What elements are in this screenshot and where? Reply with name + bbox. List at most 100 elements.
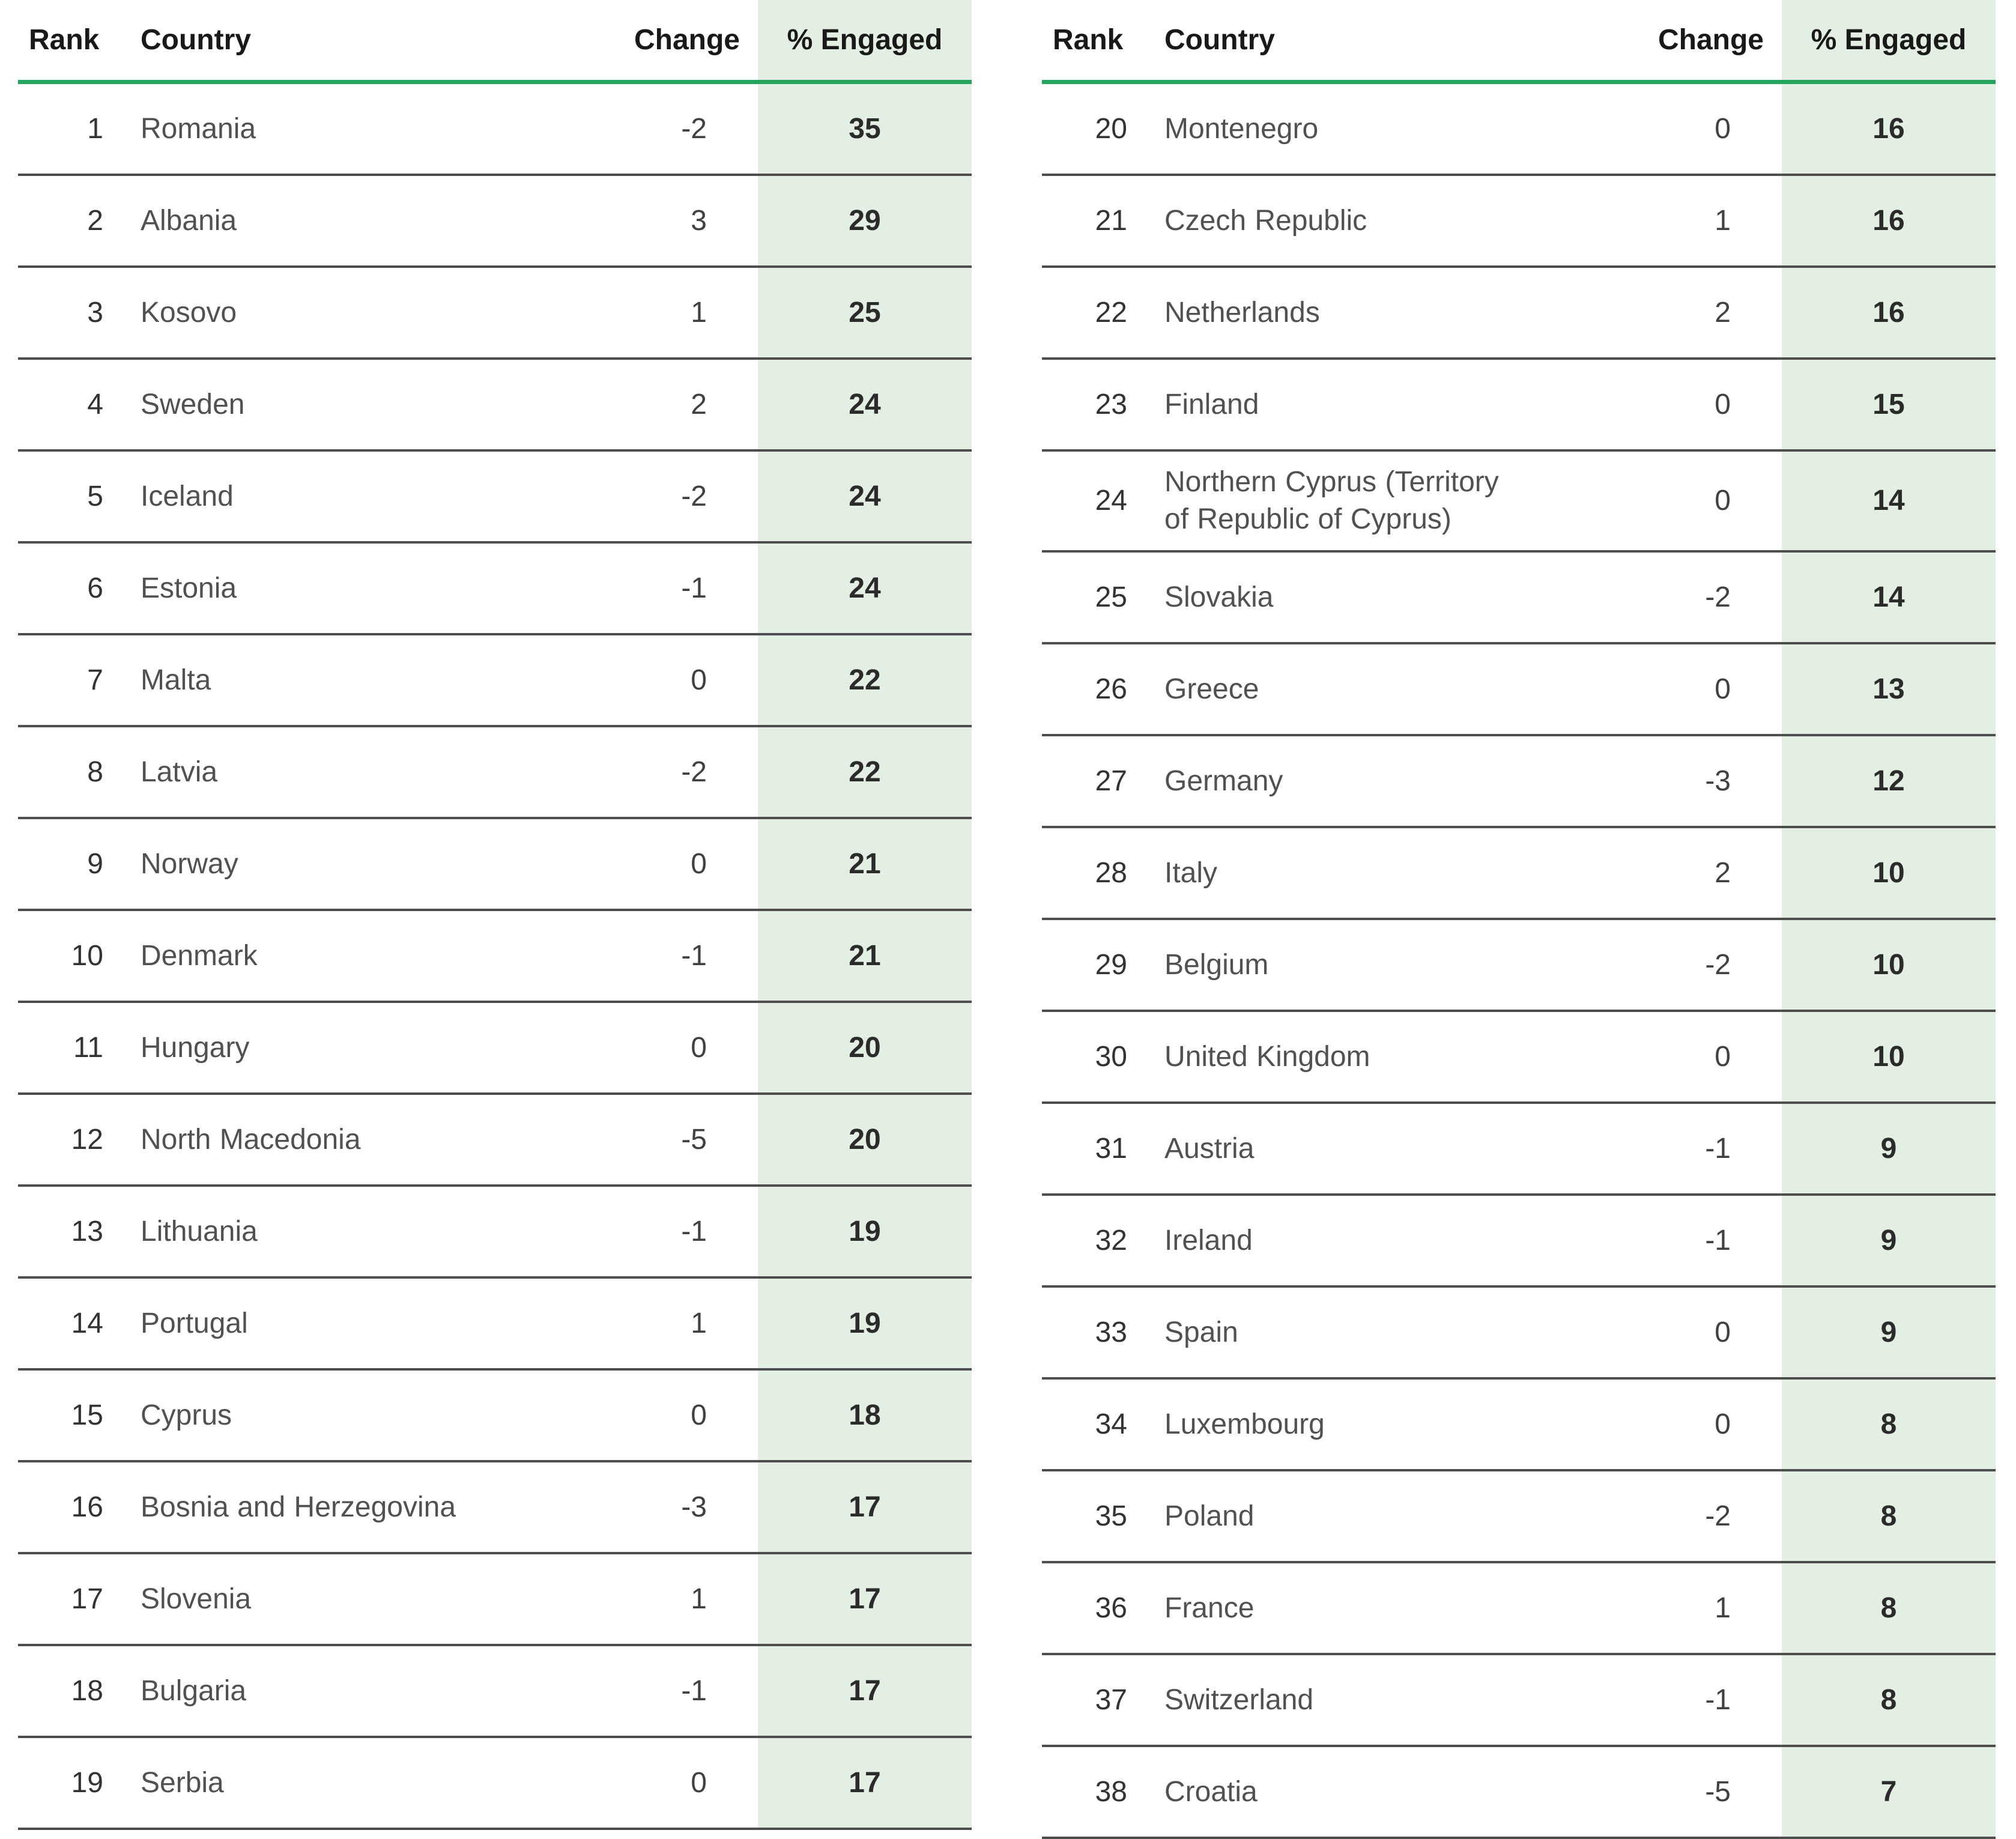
rank-cell: 34	[1042, 1378, 1130, 1471]
rank-cell: 14	[18, 1277, 106, 1371]
table-row: 38 Croatia -5 7	[1042, 1746, 1996, 1839]
rank-cell: 31	[1042, 1103, 1130, 1196]
table-row: 37 Switzerland -1 8	[1042, 1654, 1996, 1747]
table-row: 31 Austria -1 9	[1042, 1103, 1996, 1196]
country-cell: Norway	[106, 818, 501, 911]
country-cell: Albania	[106, 175, 501, 268]
table-row: 21 Czech Republic 1 16	[1042, 175, 1996, 268]
engaged-cell: 16	[1782, 82, 1996, 176]
rank-cell: 33	[1042, 1286, 1130, 1380]
engaged-cell: 8	[1782, 1562, 1996, 1655]
country-cell: Bosnia and Herzegovina	[106, 1461, 501, 1554]
change-cell: -2	[501, 450, 758, 544]
country-cell: Slovenia	[106, 1553, 501, 1646]
change-cell: -3	[1525, 735, 1782, 828]
table-row: 9 Norway 0 21	[18, 818, 972, 911]
rank-cell: 21	[1042, 175, 1130, 268]
rank-cell: 16	[18, 1461, 106, 1554]
change-cell: 1	[1525, 175, 1782, 268]
country-cell: Belgium	[1130, 919, 1525, 1012]
rank-cell: 32	[1042, 1195, 1130, 1288]
change-cell: -1	[501, 1645, 758, 1738]
engaged-cell: 29	[758, 175, 972, 268]
change-cell: 2	[1525, 267, 1782, 360]
engaged-cell: 17	[758, 1645, 972, 1738]
country-cell: North Macedonia	[106, 1094, 501, 1187]
engaged-cell: 8	[1782, 1654, 1996, 1747]
country-cell: Kosovo	[106, 267, 501, 360]
engaged-cell: 7	[1782, 1746, 1996, 1839]
engaged-cell: 24	[758, 542, 972, 635]
ranking-table-left: Rank Country Change % Engaged 1 Romania -2…	[18, 0, 972, 1830]
rank-cell: 13	[18, 1186, 106, 1279]
table-row: 7 Malta 0 22	[18, 634, 972, 727]
engaged-cell: 14	[1782, 450, 1996, 553]
country-cell: Germany	[1130, 735, 1525, 828]
table-row: 6 Estonia -1 24	[18, 542, 972, 635]
col-header-country: Country	[1130, 0, 1525, 84]
ranking-table-right: Rank Country Change % Engaged 20 Monteneg…	[1042, 0, 1996, 1839]
rank-cell: 4	[18, 359, 106, 452]
country-cell: Northern Cyprus (Territory of Republic o…	[1130, 450, 1525, 553]
rank-cell: 29	[1042, 919, 1130, 1012]
engaged-cell: 18	[758, 1369, 972, 1462]
engaged-cell: 21	[758, 818, 972, 911]
engaged-cell: 15	[1782, 359, 1996, 452]
change-cell: -1	[501, 1186, 758, 1279]
rank-cell: 24	[1042, 450, 1130, 553]
change-cell: -5	[1525, 1746, 1782, 1839]
country-cell: Poland	[1130, 1470, 1525, 1563]
engaged-cell: 16	[1782, 267, 1996, 360]
rank-cell: 23	[1042, 359, 1130, 452]
country-cell: United Kingdom	[1130, 1011, 1525, 1104]
country-cell: Malta	[106, 634, 501, 727]
change-cell: -2	[501, 82, 758, 176]
table-row: 22 Netherlands 2 16	[1042, 267, 1996, 360]
rank-cell: 36	[1042, 1562, 1130, 1655]
col-header-change: Change	[501, 0, 758, 84]
table-row: 32 Ireland -1 9	[1042, 1195, 1996, 1288]
change-cell: -1	[1525, 1654, 1782, 1747]
engaged-cell: 19	[758, 1186, 972, 1279]
table-row: 18 Bulgaria -1 17	[18, 1645, 972, 1738]
table-row: 35 Poland -2 8	[1042, 1470, 1996, 1563]
table-row: 36 France 1 8	[1042, 1562, 1996, 1655]
engaged-cell: 35	[758, 82, 972, 176]
table-row: 19 Serbia 0 17	[18, 1737, 972, 1830]
col-header-country: Country	[106, 0, 501, 84]
rank-cell: 18	[18, 1645, 106, 1738]
country-cell: Hungary	[106, 1002, 501, 1095]
country-cell: Greece	[1130, 643, 1525, 736]
table-row: 26 Greece 0 13	[1042, 643, 1996, 736]
rank-cell: 25	[1042, 551, 1130, 644]
table-row: 28 Italy 2 10	[1042, 827, 1996, 920]
change-cell: 0	[1525, 1286, 1782, 1380]
rank-cell: 1	[18, 82, 106, 176]
table-row: 10 Denmark -1 21	[18, 910, 972, 1003]
table-row: 25 Slovakia -2 14	[1042, 551, 1996, 644]
table-row: 15 Cyprus 0 18	[18, 1369, 972, 1462]
change-cell: 0	[1525, 82, 1782, 176]
change-cell: -2	[1525, 551, 1782, 644]
rank-cell: 19	[18, 1737, 106, 1830]
table-row: 8 Latvia -2 22	[18, 726, 972, 819]
change-cell: -5	[501, 1094, 758, 1187]
change-cell: 0	[1525, 1378, 1782, 1471]
country-cell: Switzerland	[1130, 1654, 1525, 1747]
table-row: 30 United Kingdom 0 10	[1042, 1011, 1996, 1104]
rank-cell: 12	[18, 1094, 106, 1187]
rank-cell: 5	[18, 450, 106, 544]
engaged-cell: 24	[758, 450, 972, 544]
country-cell: Serbia	[106, 1737, 501, 1830]
rank-cell: 2	[18, 175, 106, 268]
change-cell: 0	[1525, 1011, 1782, 1104]
change-cell: 2	[501, 359, 758, 452]
rank-cell: 17	[18, 1553, 106, 1646]
change-cell: -1	[501, 910, 758, 1003]
change-cell: 0	[1525, 359, 1782, 452]
engaged-cell: 24	[758, 359, 972, 452]
engaged-cell: 8	[1782, 1378, 1996, 1471]
rank-cell: 6	[18, 542, 106, 635]
change-cell: -2	[501, 726, 758, 819]
rank-cell: 27	[1042, 735, 1130, 828]
